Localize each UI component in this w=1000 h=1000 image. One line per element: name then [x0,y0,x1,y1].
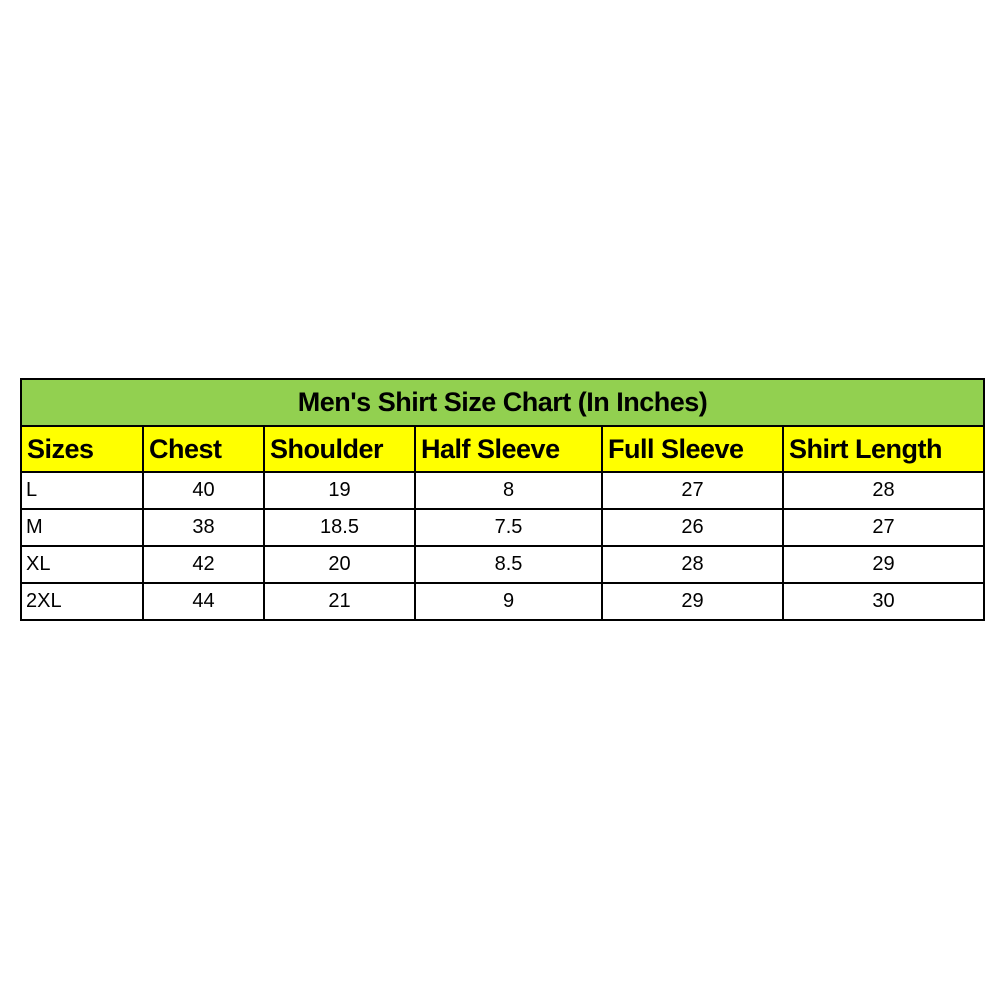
table-row: M 38 18.5 7.5 26 27 [20,508,986,547]
header-shoulder: Shoulder [263,425,416,473]
header-full-sleeve: Full Sleeve [601,425,784,473]
cell-half-sleeve: 8 [414,471,603,510]
cell-full-sleeve: 28 [601,545,784,584]
cell-size: L [20,471,144,510]
cell-size: 2XL [20,582,144,621]
table-row: XL 42 20 8.5 28 29 [20,545,986,584]
cell-shirt-length: 29 [781,545,986,584]
table-row: L 40 19 8 27 28 [20,471,986,510]
cell-full-sleeve: 27 [601,471,784,510]
cell-shirt-length: 30 [781,582,986,621]
cell-size: XL [20,545,144,584]
cell-half-sleeve: 8.5 [414,545,603,584]
cell-shoulder: 18.5 [263,508,416,547]
header-shirt-length: Shirt Length [781,425,986,473]
table-title: Men's Shirt Size Chart (In Inches) [19,378,986,427]
cell-size: M [20,508,144,547]
cell-half-sleeve: 9 [414,582,603,621]
header-chest: Chest [142,425,265,473]
header-half-sleeve: Half Sleeve [414,425,603,473]
cell-shoulder: 20 [263,545,416,584]
cell-shirt-length: 28 [781,471,986,510]
cell-chest: 40 [142,471,265,510]
cell-chest: 42 [142,545,265,584]
cell-chest: 38 [142,508,265,547]
cell-full-sleeve: 29 [601,582,784,621]
cell-chest: 44 [142,582,265,621]
header-sizes: Sizes [20,425,144,473]
header-row: Sizes Chest Shoulder Half Sleeve Full Sl… [20,425,986,473]
cell-shoulder: 21 [263,582,416,621]
cell-half-sleeve: 7.5 [414,508,603,547]
title-row: Men's Shirt Size Chart (In Inches) [19,378,986,427]
cell-shirt-length: 27 [781,508,986,547]
cell-shoulder: 19 [263,471,416,510]
cell-full-sleeve: 26 [601,508,784,547]
size-chart-table: Men's Shirt Size Chart (In Inches) Sizes… [19,378,986,621]
table-row: 2XL 44 21 9 29 30 [20,582,986,621]
